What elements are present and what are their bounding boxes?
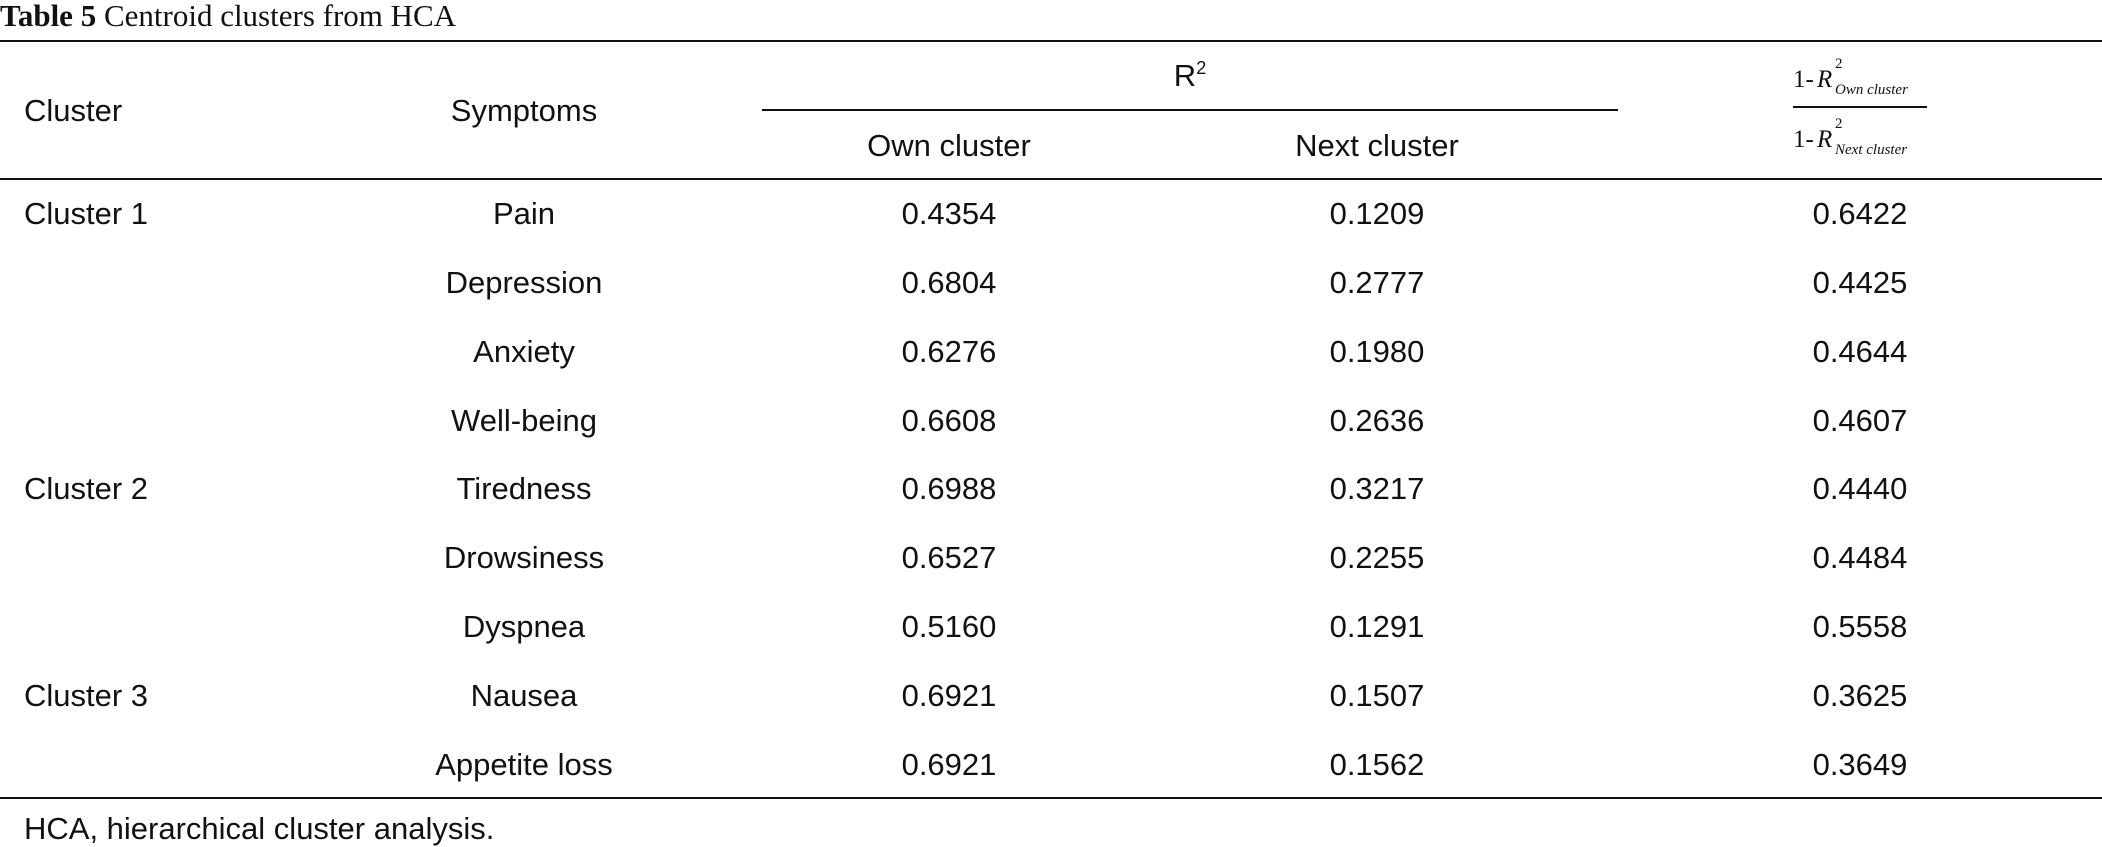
cell-ratio: 0.4440 (1812, 471, 1908, 506)
cell-next-cluster: 0.2777 (1329, 265, 1425, 300)
numerator-r: R (1817, 66, 1833, 93)
cell-symptom: Dyspnea (462, 609, 586, 644)
cell-symptom: Pain (492, 196, 556, 231)
cell-own-cluster: 0.6276 (901, 334, 997, 369)
cell-ratio: 0.3625 (1812, 678, 1908, 713)
table-caption-label: Table 5 (0, 0, 97, 33)
table-caption-text: Centroid clusters from HCA (103, 0, 457, 33)
cell-ratio: 0.4484 (1812, 540, 1908, 575)
cell-next-cluster: 0.2255 (1329, 540, 1425, 575)
header-ratio-numerator: 1- R 2 Own cluster (1793, 56, 1927, 100)
cell-ratio: 0.4607 (1812, 403, 1908, 438)
numerator-exponent: 2 (1835, 56, 1843, 72)
cell-own-cluster: 0.6921 (901, 678, 997, 713)
cell-symptom: Appetite loss (435, 747, 613, 782)
header-symptoms: Symptoms (450, 93, 598, 128)
header-r-squared: R2 (1050, 58, 1330, 94)
cell-own-cluster: 0.6988 (901, 471, 997, 506)
cell-own-cluster: 0.6527 (901, 540, 997, 575)
cell-own-cluster: 0.5160 (901, 609, 997, 644)
cell-own-cluster: 0.6608 (901, 403, 997, 438)
numerator-subscript: Own cluster (1835, 82, 1908, 98)
numerator-one-minus: 1- (1793, 66, 1814, 93)
cell-own-cluster: 0.6921 (901, 747, 997, 782)
header-next-cluster: Next cluster (1295, 128, 1459, 163)
cell-next-cluster: 0.1980 (1329, 334, 1425, 369)
denominator-subscript: Next cluster (1835, 142, 1908, 158)
cell-next-cluster: 0.1507 (1329, 678, 1425, 713)
cell-own-cluster: 0.6804 (901, 265, 997, 300)
denominator-r: R (1817, 126, 1833, 153)
cell-cluster: Cluster 1 (24, 196, 149, 231)
cell-symptom: Well-being (451, 403, 597, 438)
cell-cluster: Cluster 2 (24, 471, 149, 506)
cell-next-cluster: 0.2636 (1329, 403, 1425, 438)
cell-symptom: Nausea (470, 678, 578, 713)
cell-ratio: 0.3649 (1812, 747, 1908, 782)
table-top-rule (0, 40, 2102, 42)
cell-ratio: 0.4644 (1812, 334, 1908, 369)
table-header-rule (0, 178, 2102, 180)
cell-next-cluster: 0.1291 (1329, 609, 1425, 644)
cell-cluster: Cluster 3 (24, 678, 149, 713)
header-cluster: Cluster (24, 93, 123, 128)
cell-symptom: Drowsiness (443, 540, 605, 575)
cell-next-cluster: 0.3217 (1329, 471, 1425, 506)
header-r-squared-exponent: 2 (1196, 58, 1207, 78)
table-footnote: HCA, hierarchical cluster analysis. (24, 811, 495, 846)
cell-ratio: 0.6422 (1812, 196, 1908, 231)
cell-next-cluster: 0.1562 (1329, 747, 1425, 782)
table-caption: Table 5 Centroid clusters from HCA (0, 0, 456, 36)
cell-next-cluster: 0.1209 (1329, 196, 1425, 231)
header-own-cluster: Own cluster (867, 128, 1031, 163)
cell-symptom: Tiredness (456, 471, 592, 506)
cell-own-cluster: 0.4354 (901, 196, 997, 231)
table-bottom-rule (0, 797, 2102, 799)
header-ratio-denominator: 1- R 2 Next cluster (1793, 116, 1927, 160)
cell-symptom: Depression (445, 265, 603, 300)
denominator-one-minus: 1- (1793, 126, 1814, 153)
header-r-squared-base: R (1173, 58, 1197, 93)
denominator-exponent: 2 (1835, 116, 1843, 132)
cell-symptom: Anxiety (473, 334, 575, 369)
cell-ratio: 0.5558 (1812, 609, 1908, 644)
header-ratio-bar (1793, 106, 1927, 108)
header-r-squared-rule (762, 109, 1618, 111)
cell-ratio: 0.4425 (1812, 265, 1908, 300)
